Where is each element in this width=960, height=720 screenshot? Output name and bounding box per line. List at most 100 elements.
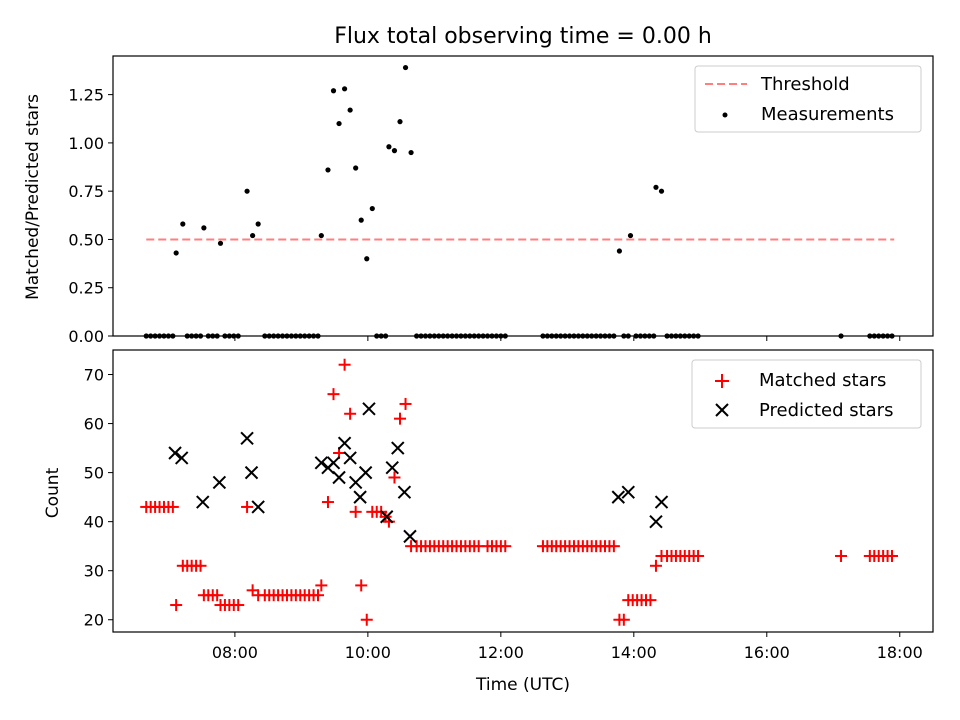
bottom-xlabel: Time (UTC) (475, 675, 570, 695)
measurement-point (217, 240, 224, 246)
measurement-point (653, 184, 659, 190)
matched-stars-point (607, 540, 620, 553)
predicted-stars-point (314, 456, 329, 470)
matched-stars-point (194, 559, 207, 572)
measurement-point (318, 232, 324, 239)
matched-stars-point (338, 358, 351, 371)
predicted-stars-point (174, 451, 189, 465)
y-tick-label: 50 (84, 464, 104, 483)
measurement-point (325, 167, 331, 173)
figure-title: Flux total observing time = 0.00 h (334, 24, 712, 49)
y-tick-label: 0.75 (68, 182, 104, 201)
predicted-stars-point (621, 485, 635, 499)
legend-measurements-swatch (722, 112, 728, 118)
predicted-stars-point (362, 402, 376, 416)
measurement-point (347, 107, 353, 113)
measurement-point (201, 225, 207, 231)
bottom-legend-box (691, 359, 922, 429)
predicted-stars-point (385, 460, 399, 475)
legend-measurements-label: Measurements (761, 104, 894, 125)
matched-stars-point (394, 412, 406, 425)
predicted-stars-point (397, 485, 412, 499)
bottom-ticks: 08:00 10:00 12:00 14:00 16:00 18:00 20 30 40 50 60… (84, 366, 923, 662)
y-tick-label: 0.50 (68, 230, 104, 249)
top-ticks: 0.00 0.25 0.50 0.75 1.00 1.25 (68, 86, 901, 346)
x-tick-label: 16:00 (744, 643, 790, 662)
measurement-point (336, 120, 342, 127)
matched-stars-point (349, 505, 362, 518)
bottom-legend: Matched stars Predicted stars (691, 359, 922, 429)
matched-stars-point (644, 594, 657, 607)
y-tick-label: 60 (84, 415, 104, 434)
y-tick-label: 40 (84, 513, 104, 532)
y-tick-label: 1.00 (68, 134, 104, 153)
x-tick-label: 10:00 (345, 643, 391, 662)
top-legend: Threshold Measurements (694, 65, 922, 133)
measurement-point (250, 232, 256, 239)
legend-predicted-swatch (715, 403, 729, 417)
measurement-point (358, 217, 364, 223)
bottom-axes: 08:00 10:00 12:00 14:00 16:00 18:00 20 30 40 50 60… (43, 349, 934, 695)
predicted-stars-point (649, 514, 663, 529)
measurement-point (391, 148, 398, 154)
top-legend-box (694, 65, 922, 133)
matched-stars-point (312, 589, 324, 602)
predicted-stars-point (391, 441, 405, 455)
matched-stars-point (211, 589, 224, 602)
measurement-point (369, 205, 375, 212)
y-tick-label: 1.25 (68, 86, 104, 105)
bottom-ylabel: Count (43, 467, 63, 518)
predicted-stars-point (332, 470, 346, 485)
x-tick-label: 08:00 (212, 643, 258, 662)
matched-stars-point (617, 613, 630, 626)
measurement-point (386, 144, 392, 150)
measurement-point (255, 221, 261, 227)
predicted-stars-point (240, 431, 254, 445)
matched-stars-point (649, 559, 662, 572)
measurement-point (341, 86, 348, 92)
measurement-point (402, 64, 409, 71)
matched-stars-point (166, 500, 179, 513)
matched-stars-point (321, 496, 334, 509)
y-tick-label: 0.00 (68, 327, 104, 346)
matched-stars-point (835, 549, 848, 562)
predicted-stars-point (403, 529, 417, 544)
legend-matched-swatch (715, 374, 729, 388)
measurement-point (173, 250, 179, 256)
predicted-stars-point (379, 510, 394, 524)
measurement-point (397, 119, 403, 125)
matched-stars-point (355, 579, 368, 592)
matched-stars-point (499, 540, 512, 553)
legend-predicted-label: Predicted stars (759, 400, 893, 421)
predicted-stars-point (212, 475, 227, 490)
top-marks (143, 64, 895, 339)
x-tick-label: 14:00 (611, 643, 657, 662)
matched-stars-point (315, 579, 328, 592)
y-tick-label: 20 (84, 611, 104, 630)
measurement-point (408, 149, 414, 156)
x-tick-label: 18:00 (877, 643, 923, 662)
bottom-marks (140, 358, 898, 626)
matched-stars-point (241, 500, 254, 513)
measurement-point (627, 232, 634, 239)
measurement-point (330, 88, 337, 94)
matched-stars-point (344, 407, 357, 420)
predicted-stars-point (353, 490, 367, 504)
predicted-stars-point (343, 451, 357, 465)
matched-stars-point (170, 599, 183, 612)
y-tick-label: 0.25 (68, 279, 104, 298)
predicted-stars-point (244, 465, 259, 480)
measurement-point (353, 165, 359, 171)
matched-stars-point (388, 471, 401, 484)
predicted-stars-point (168, 446, 182, 460)
predicted-stars-point (326, 456, 341, 470)
measurement-point (364, 256, 370, 262)
predicted-stars-point (251, 500, 265, 514)
bottom-axes-frame (112, 349, 934, 633)
matched-stars-point (360, 613, 373, 626)
predicted-stars-point (337, 436, 352, 450)
legend-threshold-label: Threshold (760, 74, 850, 95)
predicted-stars-point (358, 465, 373, 480)
top-ylabel: Matched/Predicted stars (23, 94, 43, 300)
